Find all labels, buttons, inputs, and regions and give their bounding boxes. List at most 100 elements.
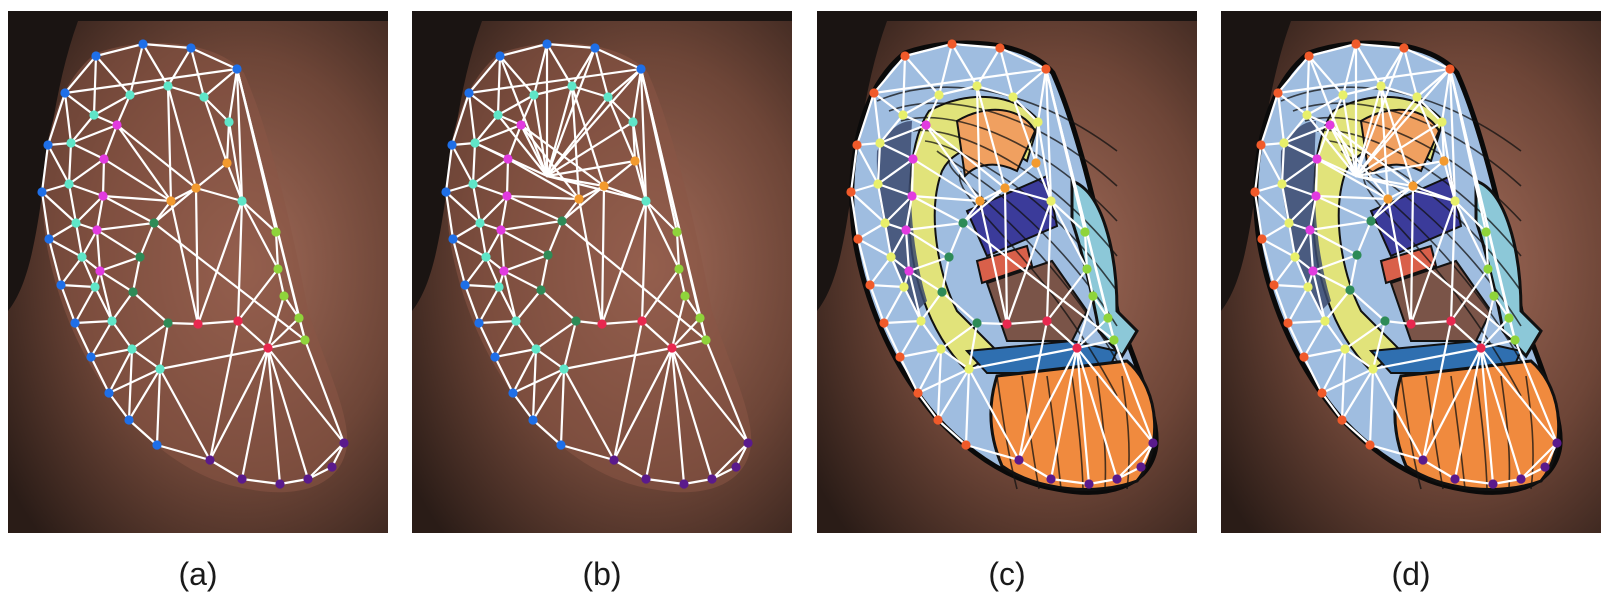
ear-photo-svg: [817, 11, 1197, 533]
landmark-point: [1014, 455, 1023, 464]
landmark-point: [1273, 88, 1282, 97]
landmark-point: [263, 343, 272, 352]
landmark-point: [1109, 335, 1118, 344]
landmark-point: [972, 81, 981, 90]
landmark-point: [1250, 187, 1259, 196]
landmark-point: [1080, 227, 1089, 236]
ear-image-a: [8, 11, 388, 533]
landmark-point: [701, 335, 710, 344]
landmark-point: [107, 316, 116, 325]
landmark-point: [95, 266, 104, 275]
landmark-point: [1031, 158, 1040, 167]
landmark-point: [60, 88, 69, 97]
landmark-point: [271, 227, 280, 236]
landmark-point: [273, 264, 282, 273]
landmark-point: [961, 440, 970, 449]
landmark-point: [1299, 352, 1308, 361]
landmark-point: [913, 388, 922, 397]
landmark-point: [875, 138, 884, 147]
landmark-point: [559, 364, 568, 373]
landmark-point: [495, 51, 504, 60]
landmark-point: [937, 287, 946, 296]
landmark-point: [1504, 313, 1513, 322]
landmark-point: [1450, 196, 1459, 205]
landmark-point: [56, 280, 65, 289]
landmark-point: [1399, 43, 1408, 52]
landmark-point: [1368, 364, 1377, 373]
landmark-point: [1351, 39, 1360, 48]
landmark-point: [89, 110, 98, 119]
landmark-point: [958, 218, 967, 227]
landmark-point: [1148, 438, 1157, 447]
landmark-point: [1516, 474, 1525, 483]
landmark-point: [468, 179, 477, 188]
landmark-point: [1540, 462, 1549, 471]
landmark-point: [1257, 234, 1266, 243]
landmark-point: [1008, 92, 1017, 101]
landmark-point: [695, 313, 704, 322]
landmark-point: [163, 81, 172, 90]
landmark-point: [1408, 181, 1417, 190]
landmark-point: [237, 474, 246, 483]
landmark-point: [916, 316, 925, 325]
landmark-point: [499, 266, 508, 275]
landmark-point: [1136, 462, 1145, 471]
landmark-point: [1312, 154, 1321, 163]
landmark-point: [907, 191, 916, 200]
landmark-point: [630, 156, 639, 165]
landmark-point: [898, 110, 907, 119]
landmark-point: [1383, 194, 1392, 203]
landmark-point: [1418, 455, 1427, 464]
landmark-point: [1088, 291, 1097, 300]
landmark-point: [636, 64, 645, 73]
landmark-point: [447, 140, 456, 149]
landmark-point: [511, 316, 520, 325]
landmark-point: [232, 64, 241, 73]
landmark-point: [149, 218, 158, 227]
landmark-point: [975, 196, 984, 205]
landmark-point: [1305, 225, 1314, 234]
landmark-point: [1446, 316, 1455, 325]
landmark-point: [448, 234, 457, 243]
landmark-point: [125, 90, 134, 99]
landmark-point: [852, 140, 861, 149]
landmark-point: [233, 316, 242, 325]
landmark-point: [222, 158, 231, 167]
landmark-point: [873, 179, 882, 188]
landmark-point: [1366, 216, 1375, 225]
landmark-point: [199, 92, 208, 101]
landmark-point: [680, 291, 689, 300]
landmark-point: [1103, 313, 1112, 322]
landmark-point: [339, 438, 348, 447]
landmark-point: [609, 455, 618, 464]
ear-image-d: [1221, 11, 1601, 533]
landmark-point: [460, 280, 469, 289]
landmark-point: [66, 138, 75, 147]
landmark-point: [543, 250, 552, 259]
landmark-point: [1277, 179, 1286, 188]
landmark-point: [1002, 319, 1011, 328]
landmark-point: [571, 316, 580, 325]
landmark-point: [1311, 191, 1320, 200]
landmark-point: [542, 39, 551, 48]
landmark-point: [933, 415, 942, 424]
landmark-point: [77, 252, 86, 261]
caption-b: (b): [412, 556, 792, 593]
landmark-point: [895, 352, 904, 361]
landmark-point: [743, 438, 752, 447]
landmark-point: [1082, 264, 1091, 273]
landmark-point: [567, 81, 576, 90]
landmark-point: [1084, 479, 1093, 488]
landmark-point: [536, 285, 545, 294]
landmark-point: [1000, 183, 1009, 192]
landmark-point: [1304, 51, 1313, 60]
landmark-point: [590, 43, 599, 52]
landmark-point: [1320, 316, 1329, 325]
mesh-edge: [912, 159, 913, 196]
landmark-point: [166, 196, 175, 205]
landmark-point: [904, 266, 913, 275]
landmark-point: [1302, 110, 1311, 119]
landmark-point: [1283, 318, 1292, 327]
landmark-point: [1325, 120, 1334, 129]
landmark-point: [1033, 117, 1042, 126]
